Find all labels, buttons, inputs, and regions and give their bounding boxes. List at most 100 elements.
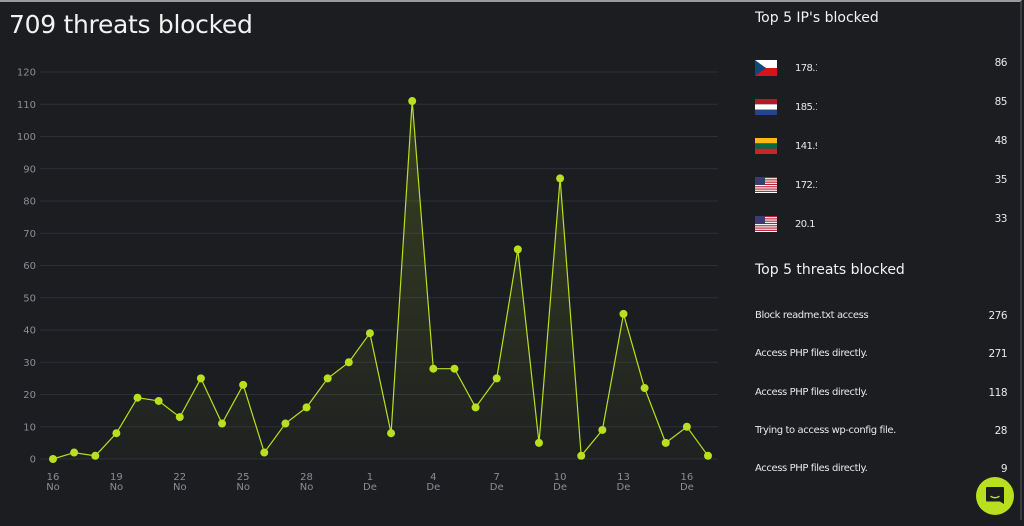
ip-address: 185.1	[795, 102, 817, 113]
data-point[interactable]	[91, 451, 100, 460]
data-point[interactable]	[450, 364, 459, 373]
data-point[interactable]	[344, 358, 353, 367]
x-tick-month: No	[46, 482, 60, 493]
data-point[interactable]	[661, 438, 670, 447]
x-tick-day: 16	[681, 472, 694, 483]
threat-count: 118	[988, 387, 1007, 399]
ip-address: 172.1	[795, 180, 817, 191]
x-tick-month: No	[300, 482, 314, 493]
data-point[interactable]	[640, 384, 649, 393]
data-point[interactable]	[471, 403, 480, 412]
ip-row[interactable]: 20.1 33	[755, 213, 1008, 236]
x-tick-month: De	[490, 482, 504, 493]
x-tick-month: No	[236, 482, 250, 493]
threat-count: 28	[994, 425, 1008, 437]
x-tick-day: 1	[367, 472, 373, 483]
x-tick-month: De	[426, 482, 440, 493]
chat-button[interactable]	[976, 477, 1014, 515]
data-point[interactable]	[302, 403, 311, 412]
data-point[interactable]	[281, 419, 290, 428]
ip-block-count: 35	[994, 174, 1008, 186]
y-axis-labels: 0 10 20 30 40 50 60 70 80 90 100 110 120	[17, 68, 36, 466]
threat-label: Trying to access wp-config file.	[755, 425, 896, 436]
flag-us-icon	[755, 216, 777, 232]
ip-block-count: 33	[994, 213, 1008, 225]
ip-row[interactable]: 185.1 85	[755, 96, 1008, 119]
data-point[interactable]	[577, 451, 586, 460]
data-point[interactable]	[133, 393, 142, 402]
data-point[interactable]	[365, 329, 374, 338]
data-line	[52, 100, 709, 460]
y-tick-label: 120	[17, 68, 36, 79]
ip-row[interactable]: 172.1 35	[755, 174, 1008, 197]
x-tick-day: 25	[237, 472, 250, 483]
x-tick-day: 13	[617, 472, 630, 483]
data-point[interactable]	[323, 374, 332, 383]
y-tick-label: 10	[23, 422, 36, 433]
data-point[interactable]	[49, 455, 57, 463]
data-point[interactable]	[682, 422, 691, 431]
data-point[interactable]	[408, 97, 417, 106]
data-point[interactable]	[704, 451, 712, 460]
threat-row[interactable]: Block readme.txt access 276	[755, 310, 1007, 330]
ip-address: 178.1	[795, 63, 817, 74]
data-point[interactable]	[218, 419, 227, 428]
data-point[interactable]	[175, 413, 184, 422]
data-point[interactable]	[70, 448, 79, 457]
threat-label: Access PHP files directly.	[755, 348, 868, 359]
y-tick-label: 50	[23, 293, 36, 304]
data-point[interactable]	[154, 396, 163, 405]
area-fill	[53, 101, 708, 459]
chat-icon	[986, 487, 1004, 504]
threat-row[interactable]: Access PHP files directly. 118	[755, 387, 1007, 407]
threat-row[interactable]: Access PHP files directly. 271	[755, 348, 1007, 368]
threats-chart: 0 10 20 30 40 50 60 70 80 90 100 110 120 16 No 19 No 22 N…	[0, 50, 730, 522]
ip-address: 141.9	[795, 141, 817, 152]
data-point[interactable]	[239, 380, 248, 389]
x-axis-labels: 16No19No22No25No28No1De4De7De10De13De16D…	[46, 472, 694, 493]
y-tick-label: 80	[23, 197, 36, 208]
ip-row[interactable]: 178.1 86	[755, 57, 1008, 80]
data-point[interactable]	[598, 425, 607, 434]
y-tick-label: 110	[17, 100, 36, 111]
data-point[interactable]	[112, 429, 121, 438]
x-tick-month: No	[173, 482, 187, 493]
x-tick-month: De	[363, 482, 377, 493]
data-point[interactable]	[556, 174, 565, 183]
threat-count: 271	[988, 348, 1007, 360]
y-tick-label: 20	[23, 390, 36, 401]
x-tick-month: De	[617, 482, 631, 493]
data-point[interactable]	[492, 374, 501, 383]
x-tick-day: 22	[173, 472, 186, 483]
data-point[interactable]	[513, 245, 522, 254]
data-point[interactable]	[260, 448, 269, 457]
page-title: 709 threats blocked	[9, 10, 253, 39]
data-point[interactable]	[619, 309, 628, 318]
x-tick-day: 28	[300, 472, 313, 483]
ip-block-count: 86	[994, 57, 1008, 69]
y-tick-label: 0	[30, 455, 36, 466]
top-threats-title: Top 5 threats blocked	[755, 262, 905, 278]
ip-block-count: 48	[994, 135, 1008, 147]
x-tick-day: 16	[47, 472, 60, 483]
y-tick-label: 100	[17, 132, 36, 143]
threat-label: Access PHP files directly.	[755, 463, 868, 474]
data-point[interactable]	[534, 438, 543, 447]
x-tick-month: De	[553, 482, 567, 493]
threat-row[interactable]: Access PHP files directly. 9	[755, 463, 1008, 483]
y-tick-label: 90	[23, 164, 36, 175]
threat-row[interactable]: Trying to access wp-config file. 28	[755, 425, 1008, 445]
data-point[interactable]	[387, 429, 396, 438]
top-ips-title: Top 5 IP's blocked	[755, 10, 879, 26]
threat-label: Block readme.txt access	[755, 310, 869, 321]
flag-nl-icon	[755, 99, 777, 115]
ip-block-count: 85	[994, 96, 1008, 108]
ip-row[interactable]: 141.9 48	[755, 135, 1008, 158]
data-point[interactable]	[196, 374, 205, 383]
x-tick-month: No	[110, 482, 124, 493]
data-point[interactable]	[429, 364, 438, 373]
y-tick-label: 30	[23, 358, 36, 369]
x-tick-month: De	[680, 482, 694, 493]
